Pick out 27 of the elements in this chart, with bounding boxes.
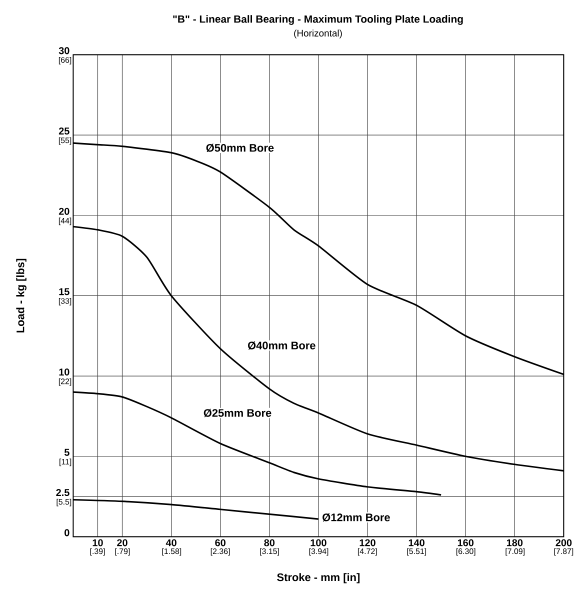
chart-title: "B" - Linear Ball Bearing - Maximum Tooling Plate Loading xyxy=(173,15,463,25)
series-label: Ø40mm Bore xyxy=(248,341,316,350)
x-tick-label: 60 xyxy=(215,539,226,546)
x-tick-label: 20 xyxy=(117,539,128,546)
y-tick-label: 30 xyxy=(58,47,70,54)
y-axis-title: Load - kg [lbs] xyxy=(16,258,26,332)
y-tick-label: 15 xyxy=(59,288,70,296)
x-tick-label: 40 xyxy=(166,539,176,546)
x-tick-label: 160 xyxy=(458,539,474,546)
x-tick-label: 200 xyxy=(556,539,572,546)
y-tick-label: 5 xyxy=(64,448,70,456)
x-tick-label: 100 xyxy=(310,539,326,546)
y-tick-label: 20 xyxy=(58,208,70,215)
x-tick-label: 180 xyxy=(506,539,523,546)
y-tick-label: 0 xyxy=(64,529,70,536)
x-tick-label: 140 xyxy=(408,539,424,546)
x-tick-label: 80 xyxy=(264,539,275,546)
series-label: Ø50mm Bore xyxy=(206,144,274,152)
series-label: Ø25mm Bore xyxy=(204,408,272,418)
series-label: Ø12mm Bore xyxy=(322,513,390,522)
y-tick-label: 2.5 xyxy=(56,489,70,496)
y-tick-label: 25 xyxy=(58,128,70,135)
x-tick-label: 10 xyxy=(92,539,103,546)
x-tick-label: 120 xyxy=(360,539,376,546)
y-tick-label: 10 xyxy=(59,368,70,376)
chart-subtitle: (Horizontal) xyxy=(294,30,342,38)
x-axis-title: Stroke - mm [in] xyxy=(277,573,360,584)
